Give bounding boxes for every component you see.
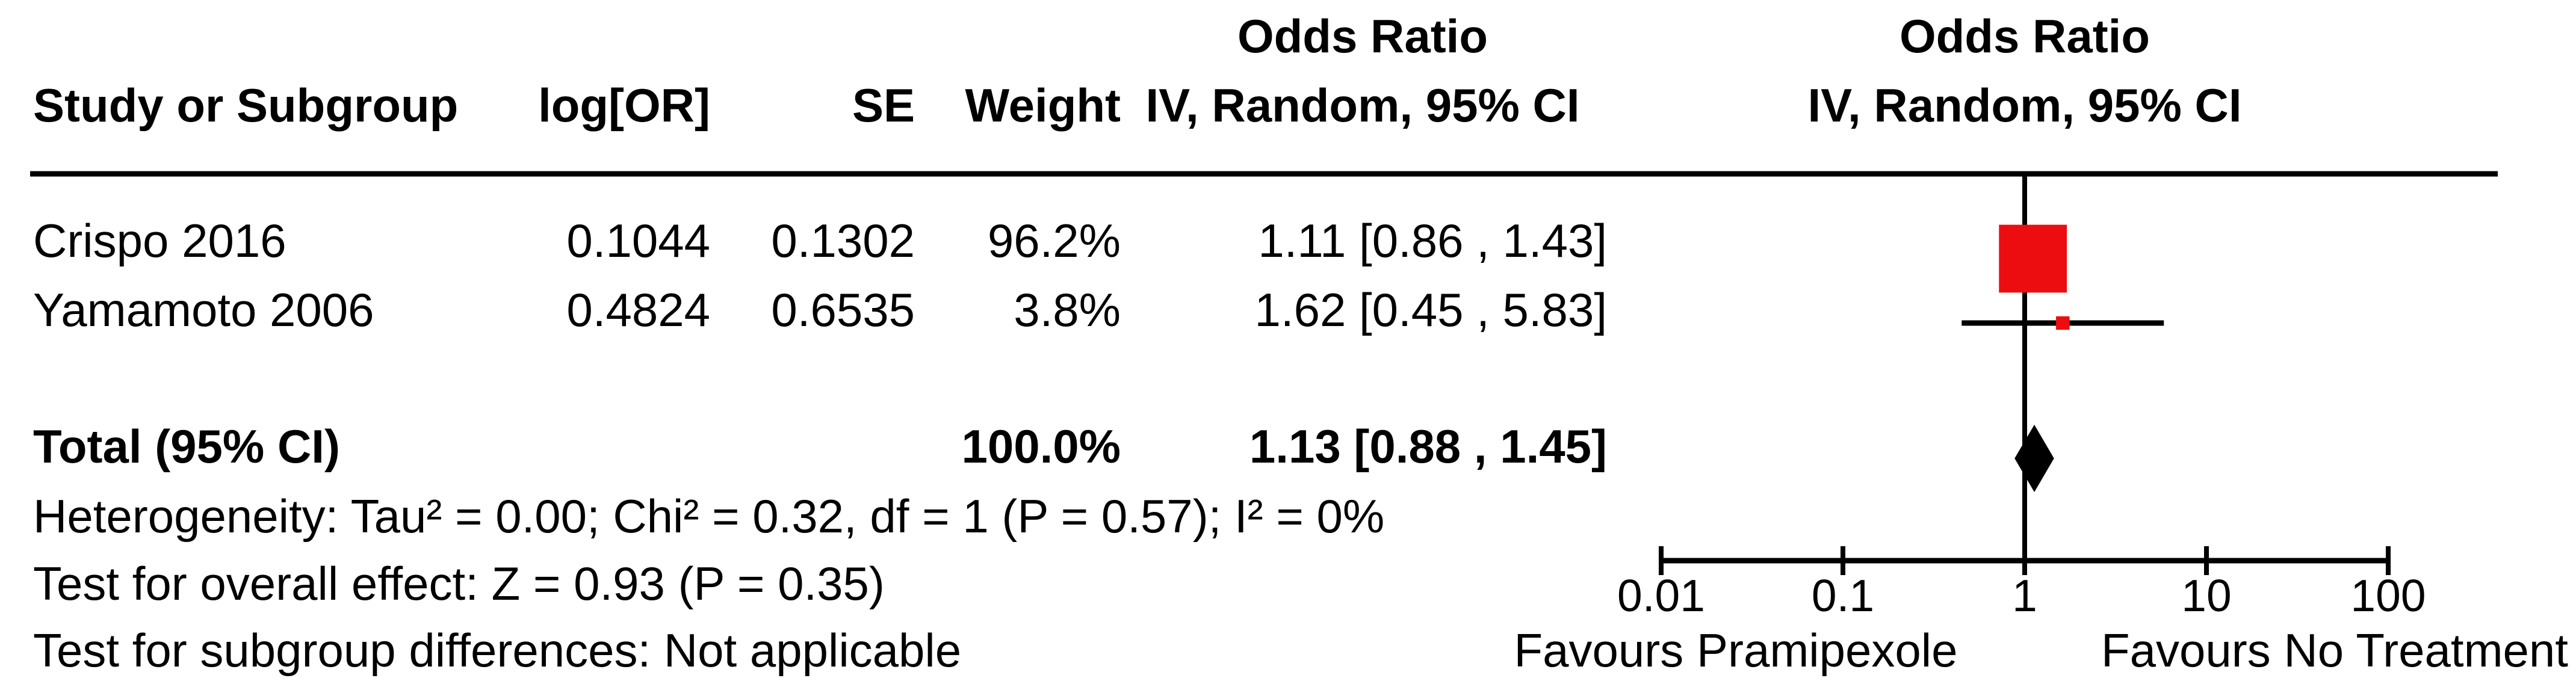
overall-effect-note: Test for overall effect: Z = 0.93 (P = 0…	[33, 557, 885, 610]
axis-tick-label: 100	[2350, 570, 2426, 621]
axis-tick-label: 0.1	[1812, 570, 1874, 621]
column-header-plot: IV, Random, 95% CI	[1807, 79, 2242, 132]
column-header-weight: Weight	[965, 79, 1121, 132]
total-weight: 100.0%	[961, 420, 1121, 473]
study-weight: 96.2%	[987, 214, 1121, 267]
summary-diamond	[2014, 425, 2054, 492]
study-or-ci: 1.62 [0.45 , 5.83]	[1254, 283, 1607, 336]
column-header-log-or: log[OR]	[538, 79, 710, 132]
study-name: Yamamoto 2006	[33, 283, 374, 336]
study-marker	[2056, 316, 2070, 330]
effect-column-title: Odds Ratio	[1237, 10, 1488, 63]
column-header-study: Study or Subgroup	[33, 79, 459, 132]
study-log-or: 0.4824	[566, 283, 710, 336]
total-label: Total (95% CI)	[33, 420, 340, 473]
study-se: 0.1302	[771, 214, 915, 267]
heterogeneity-note: Heterogeneity: Tau² = 0.00; Chi² = 0.32,…	[33, 490, 1385, 543]
plot-column-title: Odds Ratio	[1899, 10, 2150, 63]
column-header-se: SE	[852, 79, 915, 132]
total-or-ci: 1.13 [0.88 , 1.45]	[1249, 420, 1607, 473]
study-se: 0.6535	[771, 283, 915, 336]
axis-tick-label: 1	[2012, 570, 2037, 621]
axis-tick-label: 0.01	[1617, 570, 1705, 621]
subgroup-differences-note: Test for subgroup differences: Not appli…	[33, 624, 962, 677]
favours-right-label: Favours No Treatment	[2101, 624, 2568, 677]
study-marker	[1999, 224, 2067, 293]
favours-left-label: Favours Pramipexole	[1514, 624, 1958, 677]
study-log-or: 0.1044	[566, 214, 710, 267]
study-or-ci: 1.11 [0.86 , 1.43]	[1258, 214, 1607, 267]
study-weight: 3.8%	[1014, 283, 1121, 336]
column-header-effect: IV, Random, 95% CI	[1145, 79, 1580, 132]
axis-tick-label: 10	[2181, 570, 2231, 621]
study-name: Crispo 2016	[33, 214, 286, 267]
